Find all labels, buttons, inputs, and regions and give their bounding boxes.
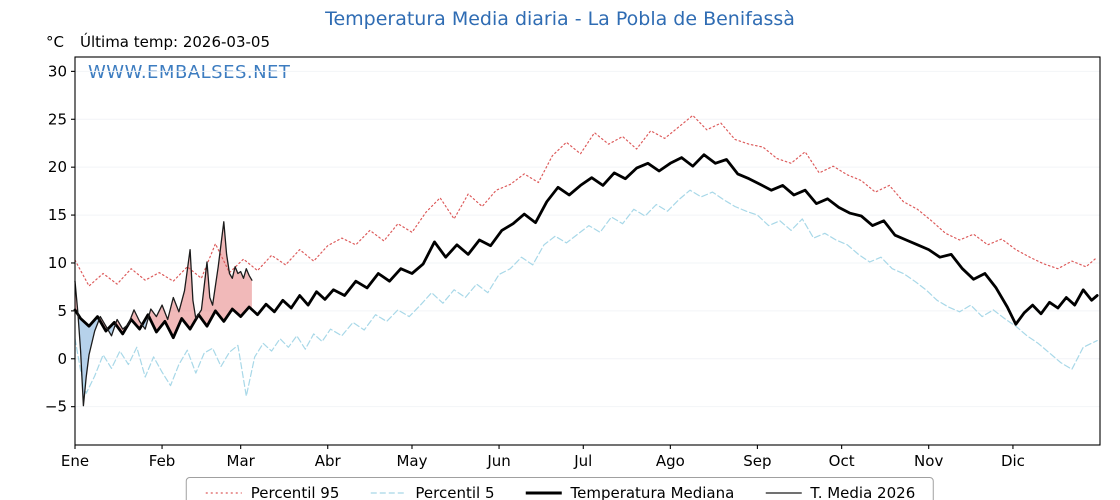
y-tick-label: 10 [48, 254, 67, 272]
legend-line-sample [525, 491, 562, 495]
legend-item-t-media-2026: T. Media 2026 [764, 484, 915, 500]
legend-label: Percentil 5 [415, 484, 495, 500]
plot-area: −5 0 5 10 15 20 25 30 Ene Feb Mar Abr May Jun Jul Ago Se… [45, 56, 1101, 470]
legend-label: Percentil 95 [250, 484, 340, 500]
legend-item-temperatura-mediana: Temperatura Mediana [524, 484, 734, 500]
y-tick-label: 20 [48, 158, 67, 176]
x-tick-label: Mar [227, 452, 256, 470]
last-temp-label: Última temp: 2026-03-05 [80, 33, 271, 51]
legend-label: Temperatura Mediana [570, 484, 735, 500]
y-tick-label: −5 [45, 398, 67, 416]
legend-label: T. Media 2026 [810, 484, 916, 500]
y-tick-label: 25 [48, 110, 67, 128]
legend-item-percentil-95: Percentil 95 [205, 484, 340, 500]
y-tick-label: 5 [57, 302, 67, 320]
x-tick-label: Jun [486, 452, 510, 470]
legend-line-sample [370, 492, 407, 494]
x-tick-label: Dic [1001, 452, 1025, 470]
x-tick-label: Nov [914, 452, 943, 470]
chart-title: Temperatura Media diaria - La Pobla de B… [325, 8, 795, 30]
y-tick-label: 30 [48, 62, 67, 80]
series-percentil-5 [74, 189, 1098, 397]
y-tick-label: 15 [48, 206, 67, 224]
series-t-media-2026 [74, 221, 253, 407]
x-tick-label: Ago [656, 452, 685, 470]
fill-above-median [99, 316, 108, 331]
x-tick-label: May [396, 452, 427, 470]
x-tick-label: Ene [61, 452, 89, 470]
fill-above-median [115, 309, 143, 334]
series-temperatura-mediana [73, 153, 1099, 340]
x-tick-label: Jul [573, 452, 592, 470]
series-percentil-95 [74, 114, 1098, 287]
y-tick-label: 0 [57, 350, 67, 368]
legend-line-sample [205, 492, 242, 494]
legend-line-sample [765, 492, 802, 494]
x-tick-label: Abr [315, 452, 342, 470]
plot-frame [74, 56, 1101, 446]
y-axis-unit-label: °C [46, 33, 64, 51]
x-tick-label: Feb [149, 452, 176, 470]
legend-box: Percentil 95 Percentil 5 Temperatura Media… [185, 477, 935, 500]
watermark-link[interactable]: WWW.EMBALSES.NET [88, 62, 291, 83]
x-tick-label: Oct [829, 452, 855, 470]
x-tick-label: Sep [743, 452, 771, 470]
legend-item-percentil-5: Percentil 5 [369, 484, 494, 500]
